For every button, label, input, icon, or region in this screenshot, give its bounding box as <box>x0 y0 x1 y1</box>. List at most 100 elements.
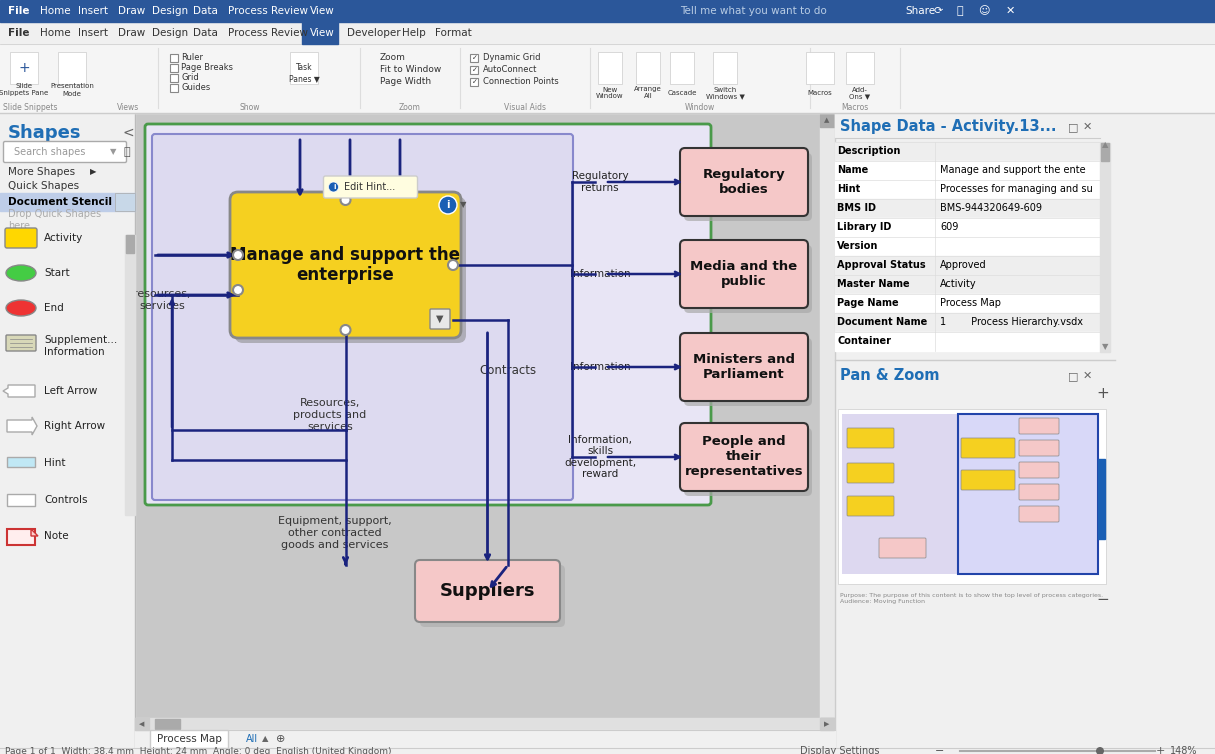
Text: 609: 609 <box>940 222 959 232</box>
Text: Information: Information <box>570 362 631 372</box>
Circle shape <box>340 325 350 335</box>
Bar <box>470 54 477 62</box>
Bar <box>470 66 477 74</box>
Text: ☺: ☺ <box>978 6 990 16</box>
Circle shape <box>448 260 458 270</box>
Text: Arrange
All: Arrange All <box>634 87 662 100</box>
Bar <box>835 256 1104 275</box>
Bar <box>0 22 1215 44</box>
Text: ▼: ▼ <box>1102 342 1108 351</box>
Bar <box>835 161 1104 180</box>
Text: Regulatory
bodies: Regulatory bodies <box>702 168 785 196</box>
Text: Grid: Grid <box>181 73 199 82</box>
Text: Macros: Macros <box>841 103 869 112</box>
Text: 1        Process Hierarchy.vsdx: 1 Process Hierarchy.vsdx <box>940 317 1083 327</box>
Bar <box>10 52 38 84</box>
Text: Hint: Hint <box>837 184 860 194</box>
Text: Window: Window <box>685 103 716 112</box>
FancyBboxPatch shape <box>684 153 812 221</box>
Text: New
Window: New Window <box>597 87 623 100</box>
Text: Activity: Activity <box>44 233 84 243</box>
Bar <box>1100 143 1111 352</box>
Text: File: File <box>9 28 29 38</box>
Bar <box>820 718 835 730</box>
FancyBboxPatch shape <box>847 428 894 448</box>
Text: □: □ <box>1068 371 1079 381</box>
FancyBboxPatch shape <box>1019 484 1059 500</box>
FancyBboxPatch shape <box>1019 418 1059 434</box>
Bar <box>835 332 1104 351</box>
Text: Approval Status: Approval Status <box>837 260 926 270</box>
Text: Start: Start <box>44 268 69 278</box>
Ellipse shape <box>6 265 36 281</box>
FancyBboxPatch shape <box>680 423 808 491</box>
Text: ⟳: ⟳ <box>933 6 943 16</box>
Text: Document Name: Document Name <box>837 317 927 327</box>
Bar <box>835 313 1104 332</box>
Text: BMS-944320649-609: BMS-944320649-609 <box>940 203 1042 213</box>
Text: Views: Views <box>117 103 140 112</box>
FancyBboxPatch shape <box>684 245 812 313</box>
Text: +: + <box>1097 387 1109 401</box>
Text: −: − <box>936 746 945 754</box>
Text: Suppliers: Suppliers <box>440 582 536 600</box>
FancyBboxPatch shape <box>6 335 36 351</box>
Text: Resources,
products and
services: Resources, products and services <box>293 398 367 431</box>
Text: Design: Design <box>152 6 188 16</box>
Text: Display Settings: Display Settings <box>799 746 880 754</box>
Polygon shape <box>2 385 35 397</box>
FancyBboxPatch shape <box>1019 462 1059 478</box>
Text: Name: Name <box>837 165 869 175</box>
Text: Insert: Insert <box>78 6 108 16</box>
FancyBboxPatch shape <box>961 470 1015 490</box>
Bar <box>135 718 149 730</box>
Text: ✕: ✕ <box>1083 371 1092 381</box>
Bar <box>835 275 1104 294</box>
Text: Presentation
Mode: Presentation Mode <box>50 84 94 97</box>
Text: Manage and support the
enterprise: Manage and support the enterprise <box>231 246 460 284</box>
Text: Home: Home <box>40 6 70 16</box>
Text: Tell me what you want to do: Tell me what you want to do <box>680 6 826 16</box>
Text: Media and the
public: Media and the public <box>690 260 797 288</box>
Text: ✓: ✓ <box>471 79 477 85</box>
Text: Page Width: Page Width <box>380 78 431 87</box>
FancyBboxPatch shape <box>1019 506 1059 522</box>
Bar <box>835 199 1104 218</box>
Bar <box>713 52 738 84</box>
Text: Regulatory
returns: Regulatory returns <box>572 171 628 193</box>
Bar <box>835 113 1215 754</box>
Text: Help: Help <box>402 28 425 38</box>
Text: Manage and support the ente: Manage and support the ente <box>940 165 1086 175</box>
Text: Approved: Approved <box>940 260 987 270</box>
FancyBboxPatch shape <box>152 134 573 500</box>
Circle shape <box>439 196 457 214</box>
Text: ✓: ✓ <box>471 55 477 61</box>
Text: 💬: 💬 <box>956 6 963 16</box>
Text: ✓: ✓ <box>471 67 477 73</box>
Text: Design: Design <box>152 28 188 38</box>
Text: ✕: ✕ <box>1083 122 1092 132</box>
Text: +: + <box>18 61 30 75</box>
Text: Visual Aids: Visual Aids <box>504 103 546 112</box>
Bar <box>0 113 135 754</box>
Text: Controls: Controls <box>44 495 87 505</box>
Text: Slide
Snippets Pane: Slide Snippets Pane <box>0 84 49 97</box>
Bar <box>669 52 694 84</box>
Bar <box>835 218 1104 237</box>
Text: Process Map: Process Map <box>157 734 221 744</box>
Text: Ministers and
Parliament: Ministers and Parliament <box>693 353 795 381</box>
Text: Edit Hint...: Edit Hint... <box>344 182 395 192</box>
Text: −: − <box>1097 593 1109 608</box>
Text: +: + <box>1155 746 1165 754</box>
Text: Pan & Zoom: Pan & Zoom <box>840 369 939 384</box>
Text: Container: Container <box>837 336 891 346</box>
FancyBboxPatch shape <box>847 463 894 483</box>
Bar <box>290 52 318 84</box>
Text: 148%: 148% <box>1170 746 1198 754</box>
Text: Contracts: Contracts <box>480 363 537 376</box>
Text: Quick Shapes: Quick Shapes <box>9 181 79 191</box>
Circle shape <box>328 182 339 192</box>
Bar <box>598 52 622 84</box>
Text: ▼: ▼ <box>460 201 467 210</box>
Text: More Shapes: More Shapes <box>9 167 75 177</box>
